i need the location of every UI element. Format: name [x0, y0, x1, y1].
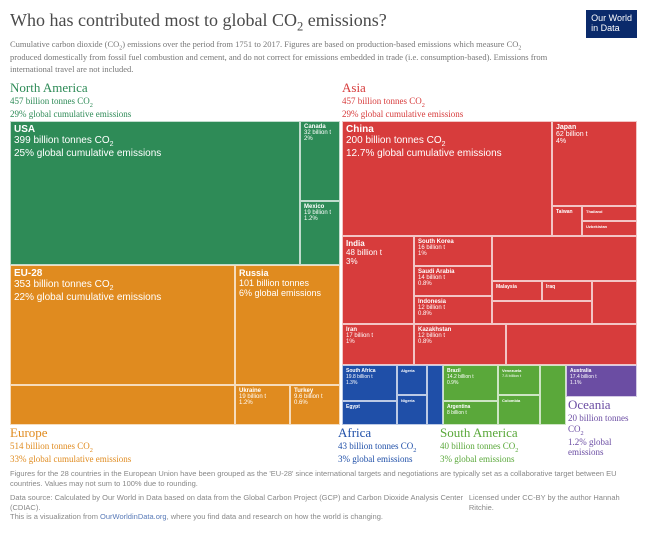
treemap-chart: USA399 billion tonnes CO225% global cumu…: [10, 81, 637, 461]
treemap-cell: Colombia: [498, 395, 540, 425]
treemap-cell: South Korea16 billion t1%: [414, 236, 492, 266]
treemap-cell: Thailand: [582, 206, 637, 221]
footnote-license: Licensed under CC-BY by the author Hanna…: [469, 493, 637, 522]
footnote-source: Data source: Calculated by Our World in …: [10, 493, 469, 522]
treemap-cell: Nigeria: [397, 395, 427, 425]
treemap-cell: India48 billion t3%: [342, 236, 414, 324]
treemap-cell: [492, 301, 592, 324]
treemap-cell: China200 billion tonnes CO212.7% global …: [342, 121, 552, 236]
title-block: Who has contributed most to global CO2 e…: [10, 10, 550, 81]
treemap-cell: Taiwan: [552, 206, 582, 236]
region-label-europe: Europe514 billion tonnes CO233% global c…: [10, 426, 131, 464]
treemap-cell: Argentina8 billion t: [443, 401, 498, 425]
treemap-cell: Mexico19 billion t1.2%: [300, 201, 340, 265]
owid-logo: Our World in Data: [586, 10, 637, 38]
treemap-cell: Indonesia12 billion t0.8%: [414, 296, 492, 324]
region-label-south_america: South America40 billion tonnes CO23% glo…: [440, 426, 518, 464]
treemap-cell: Iraq: [542, 281, 592, 301]
treemap-cell: Algeria: [397, 365, 427, 395]
treemap-cell: Saudi Arabia14 billion t0.8%: [414, 266, 492, 296]
treemap-cell: Turkey9.6 billion t0.6%: [290, 385, 340, 425]
footnote-1: Figures for the 28 countries in the Euro…: [10, 469, 637, 489]
treemap-cell: Brazil14.2 billion t0.9%: [443, 365, 498, 401]
treemap-cell: Egypt: [342, 401, 397, 425]
treemap-cell: Uzbekistan: [582, 221, 637, 236]
treemap-cell: Russia101 billion tonnes6% global emissi…: [235, 265, 340, 385]
header: Who has contributed most to global CO2 e…: [10, 10, 637, 81]
treemap-cell: Malaysia: [492, 281, 542, 301]
chart-title: Who has contributed most to global CO2 e…: [10, 10, 550, 35]
treemap-cell: Canada32 billion t2%: [300, 121, 340, 201]
treemap-cell: Kazakhstan12 billion t0.8%: [414, 324, 506, 365]
treemap-cell: EU-28353 billion tonnes CO222% global cu…: [10, 265, 235, 385]
treemap-cell: [506, 324, 637, 365]
treemap-cell: [10, 385, 235, 425]
treemap-cell: Australia17.4 billion t1.1%: [566, 365, 637, 397]
chart-subtitle: Cumulative carbon dioxide (CO2) emission…: [10, 39, 550, 76]
treemap-cell: USA399 billion tonnes CO225% global cumu…: [10, 121, 300, 265]
treemap-cell: [427, 365, 443, 425]
treemap-cell: [592, 281, 637, 324]
treemap-cell: Japan62 billion t4%: [552, 121, 637, 206]
treemap-cell: [492, 236, 637, 281]
region-label-oceania: Oceania20 billion tonnes CO21.2% global …: [568, 398, 637, 457]
treemap-cell: Iran17 billion t1%: [342, 324, 414, 365]
treemap-cell: Venezuela7.8 billion t: [498, 365, 540, 395]
region-label-asia: Asia457 billion tonnes CO229% global cum…: [342, 81, 463, 119]
treemap-cell: South Africa19.8 billion t1.3%: [342, 365, 397, 401]
chart-footer: Figures for the 28 countries in the Euro…: [10, 469, 637, 522]
region-label-north_america: North America457 billion tonnes CO229% g…: [10, 81, 131, 119]
region-label-africa: Africa43 billion tonnes CO23% global emi…: [338, 426, 416, 464]
treemap-cell: Ukraine19 billion t1.2%: [235, 385, 290, 425]
treemap-cell: [540, 365, 566, 425]
